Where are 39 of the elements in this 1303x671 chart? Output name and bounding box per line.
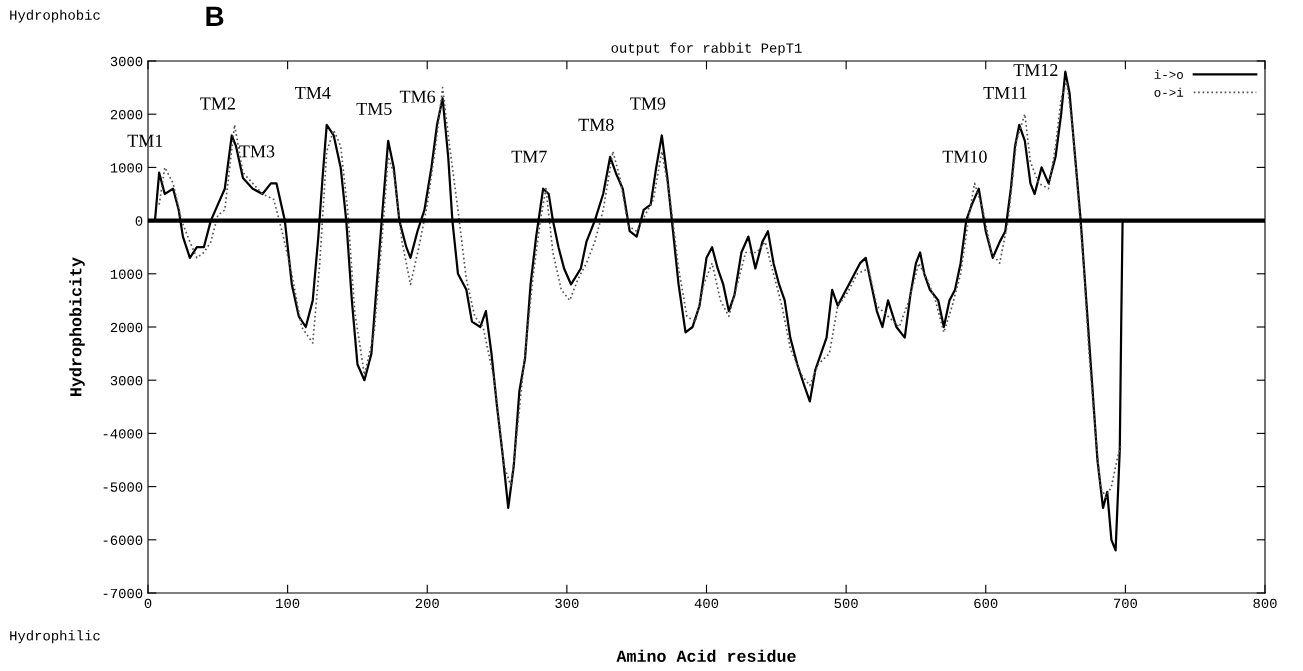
annotation: TM2 bbox=[200, 97, 235, 110]
x-tick-label: 600 bbox=[974, 598, 998, 609]
x-axis-title: Amino Acid residue bbox=[616, 649, 796, 662]
x-tick-label: 300 bbox=[555, 598, 579, 609]
legend-label: i->o bbox=[1154, 69, 1183, 79]
annotation: TM4 bbox=[295, 86, 331, 99]
y-tick-label: 2000 bbox=[110, 322, 143, 333]
x-tick-label: 700 bbox=[1113, 598, 1138, 609]
y-tick-label: 2000 bbox=[110, 109, 143, 120]
annotation: TM10 bbox=[942, 150, 987, 163]
annotation: TM9 bbox=[630, 97, 666, 110]
y-tick-label: 3000 bbox=[110, 375, 143, 386]
x-tick-label: 800 bbox=[1253, 598, 1277, 609]
annotation: TM6 bbox=[399, 90, 436, 103]
legend-label: o->i bbox=[1154, 87, 1184, 97]
y-tick-label: 0 bbox=[135, 216, 143, 226]
text: Hydrophilic bbox=[10, 630, 100, 644]
y-tick-label: -6000 bbox=[103, 535, 143, 545]
text: B bbox=[206, 6, 224, 26]
x-tick-label: 0 bbox=[144, 598, 152, 609]
x-tick-label: 100 bbox=[276, 598, 300, 609]
y-tick-label: -5000 bbox=[103, 482, 143, 492]
annotation: TM5 bbox=[356, 102, 392, 115]
x-tick-label: 200 bbox=[415, 598, 439, 609]
annotation: TM12 bbox=[1013, 64, 1058, 76]
y-tick-label: 1000 bbox=[110, 269, 143, 279]
annotation: TM3 bbox=[239, 145, 275, 158]
y-tick-label: -7000 bbox=[103, 588, 143, 599]
x-tick-label: 400 bbox=[694, 598, 719, 609]
text: Hydrophobic bbox=[10, 9, 100, 23]
y-tick-label: -4000 bbox=[103, 429, 143, 439]
annotation: TM8 bbox=[578, 118, 614, 131]
x-tick-label: 500 bbox=[834, 598, 858, 609]
y-tick-label: 1000 bbox=[110, 163, 143, 173]
y-tick-label: 3000 bbox=[110, 56, 143, 67]
annotation: TM11 bbox=[983, 86, 1027, 99]
annotation: TM7 bbox=[511, 150, 547, 163]
y-axis-title: Hydrophobicity bbox=[69, 257, 85, 396]
chart-title: output for rabbit PepT1 bbox=[611, 42, 802, 56]
